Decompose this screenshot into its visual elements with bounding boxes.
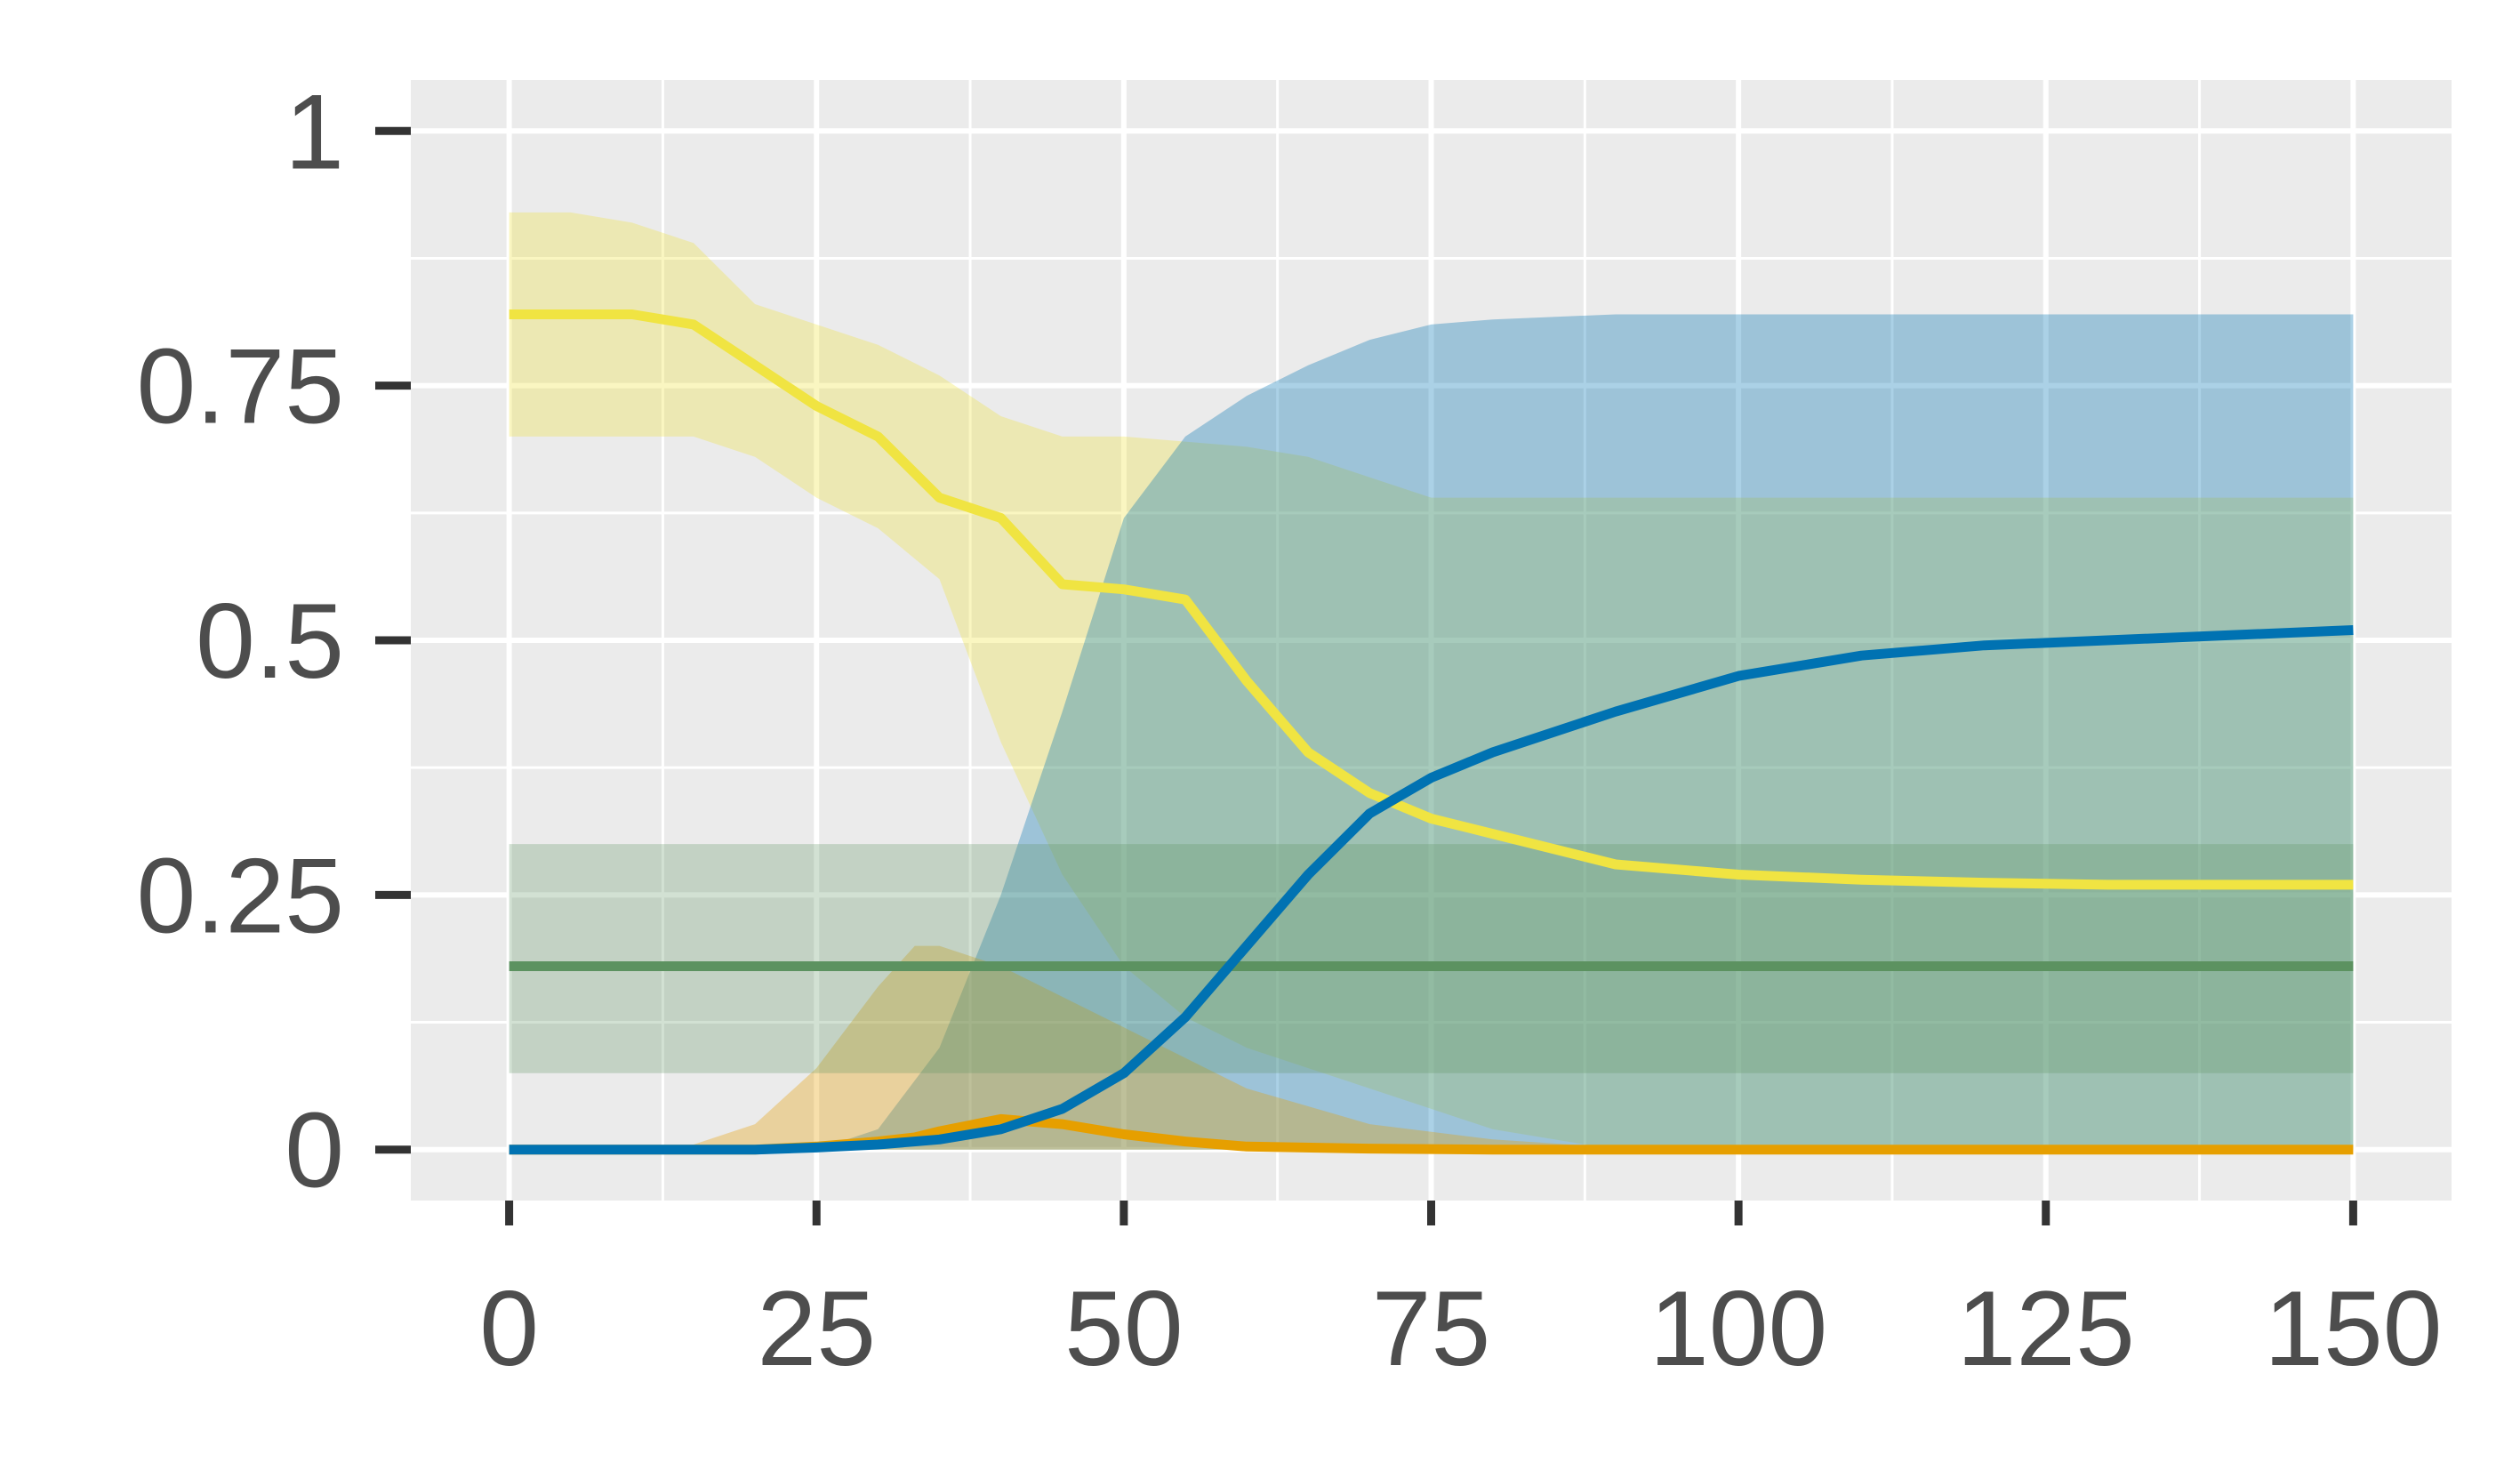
x-tick-label: 25 — [757, 1269, 875, 1388]
series-lines — [509, 309, 2354, 1155]
x-tick-label: 75 — [1372, 1269, 1490, 1388]
x-tick-label: 100 — [1649, 1269, 1827, 1388]
y-tick-label: 0.25 — [136, 836, 344, 955]
ribbon-green — [509, 844, 2354, 1073]
ribbon-orange — [509, 945, 2354, 1150]
y-tick-label: 1 — [285, 72, 344, 191]
x-tick-label: 0 — [479, 1269, 539, 1388]
x-tick-label: 50 — [1064, 1269, 1183, 1388]
x-axis: 0 25 50 75 100 125 150 — [479, 1201, 2443, 1388]
x-tick-label: 125 — [1957, 1269, 2135, 1388]
ribbon-yellow — [509, 212, 2354, 1150]
line-yellow — [509, 309, 2354, 890]
confidence-ribbons — [509, 212, 2354, 1150]
y-axis: 0 0.25 0.5 0.75 1 — [136, 72, 411, 1210]
y-tick-label: 0 — [285, 1091, 344, 1210]
ribbon-blue — [509, 314, 2354, 1150]
line-blue — [509, 625, 2354, 1155]
x-tick-label: 150 — [2264, 1269, 2442, 1388]
y-tick-label: 0.5 — [196, 582, 344, 701]
y-tick-label: 0.75 — [136, 327, 344, 446]
